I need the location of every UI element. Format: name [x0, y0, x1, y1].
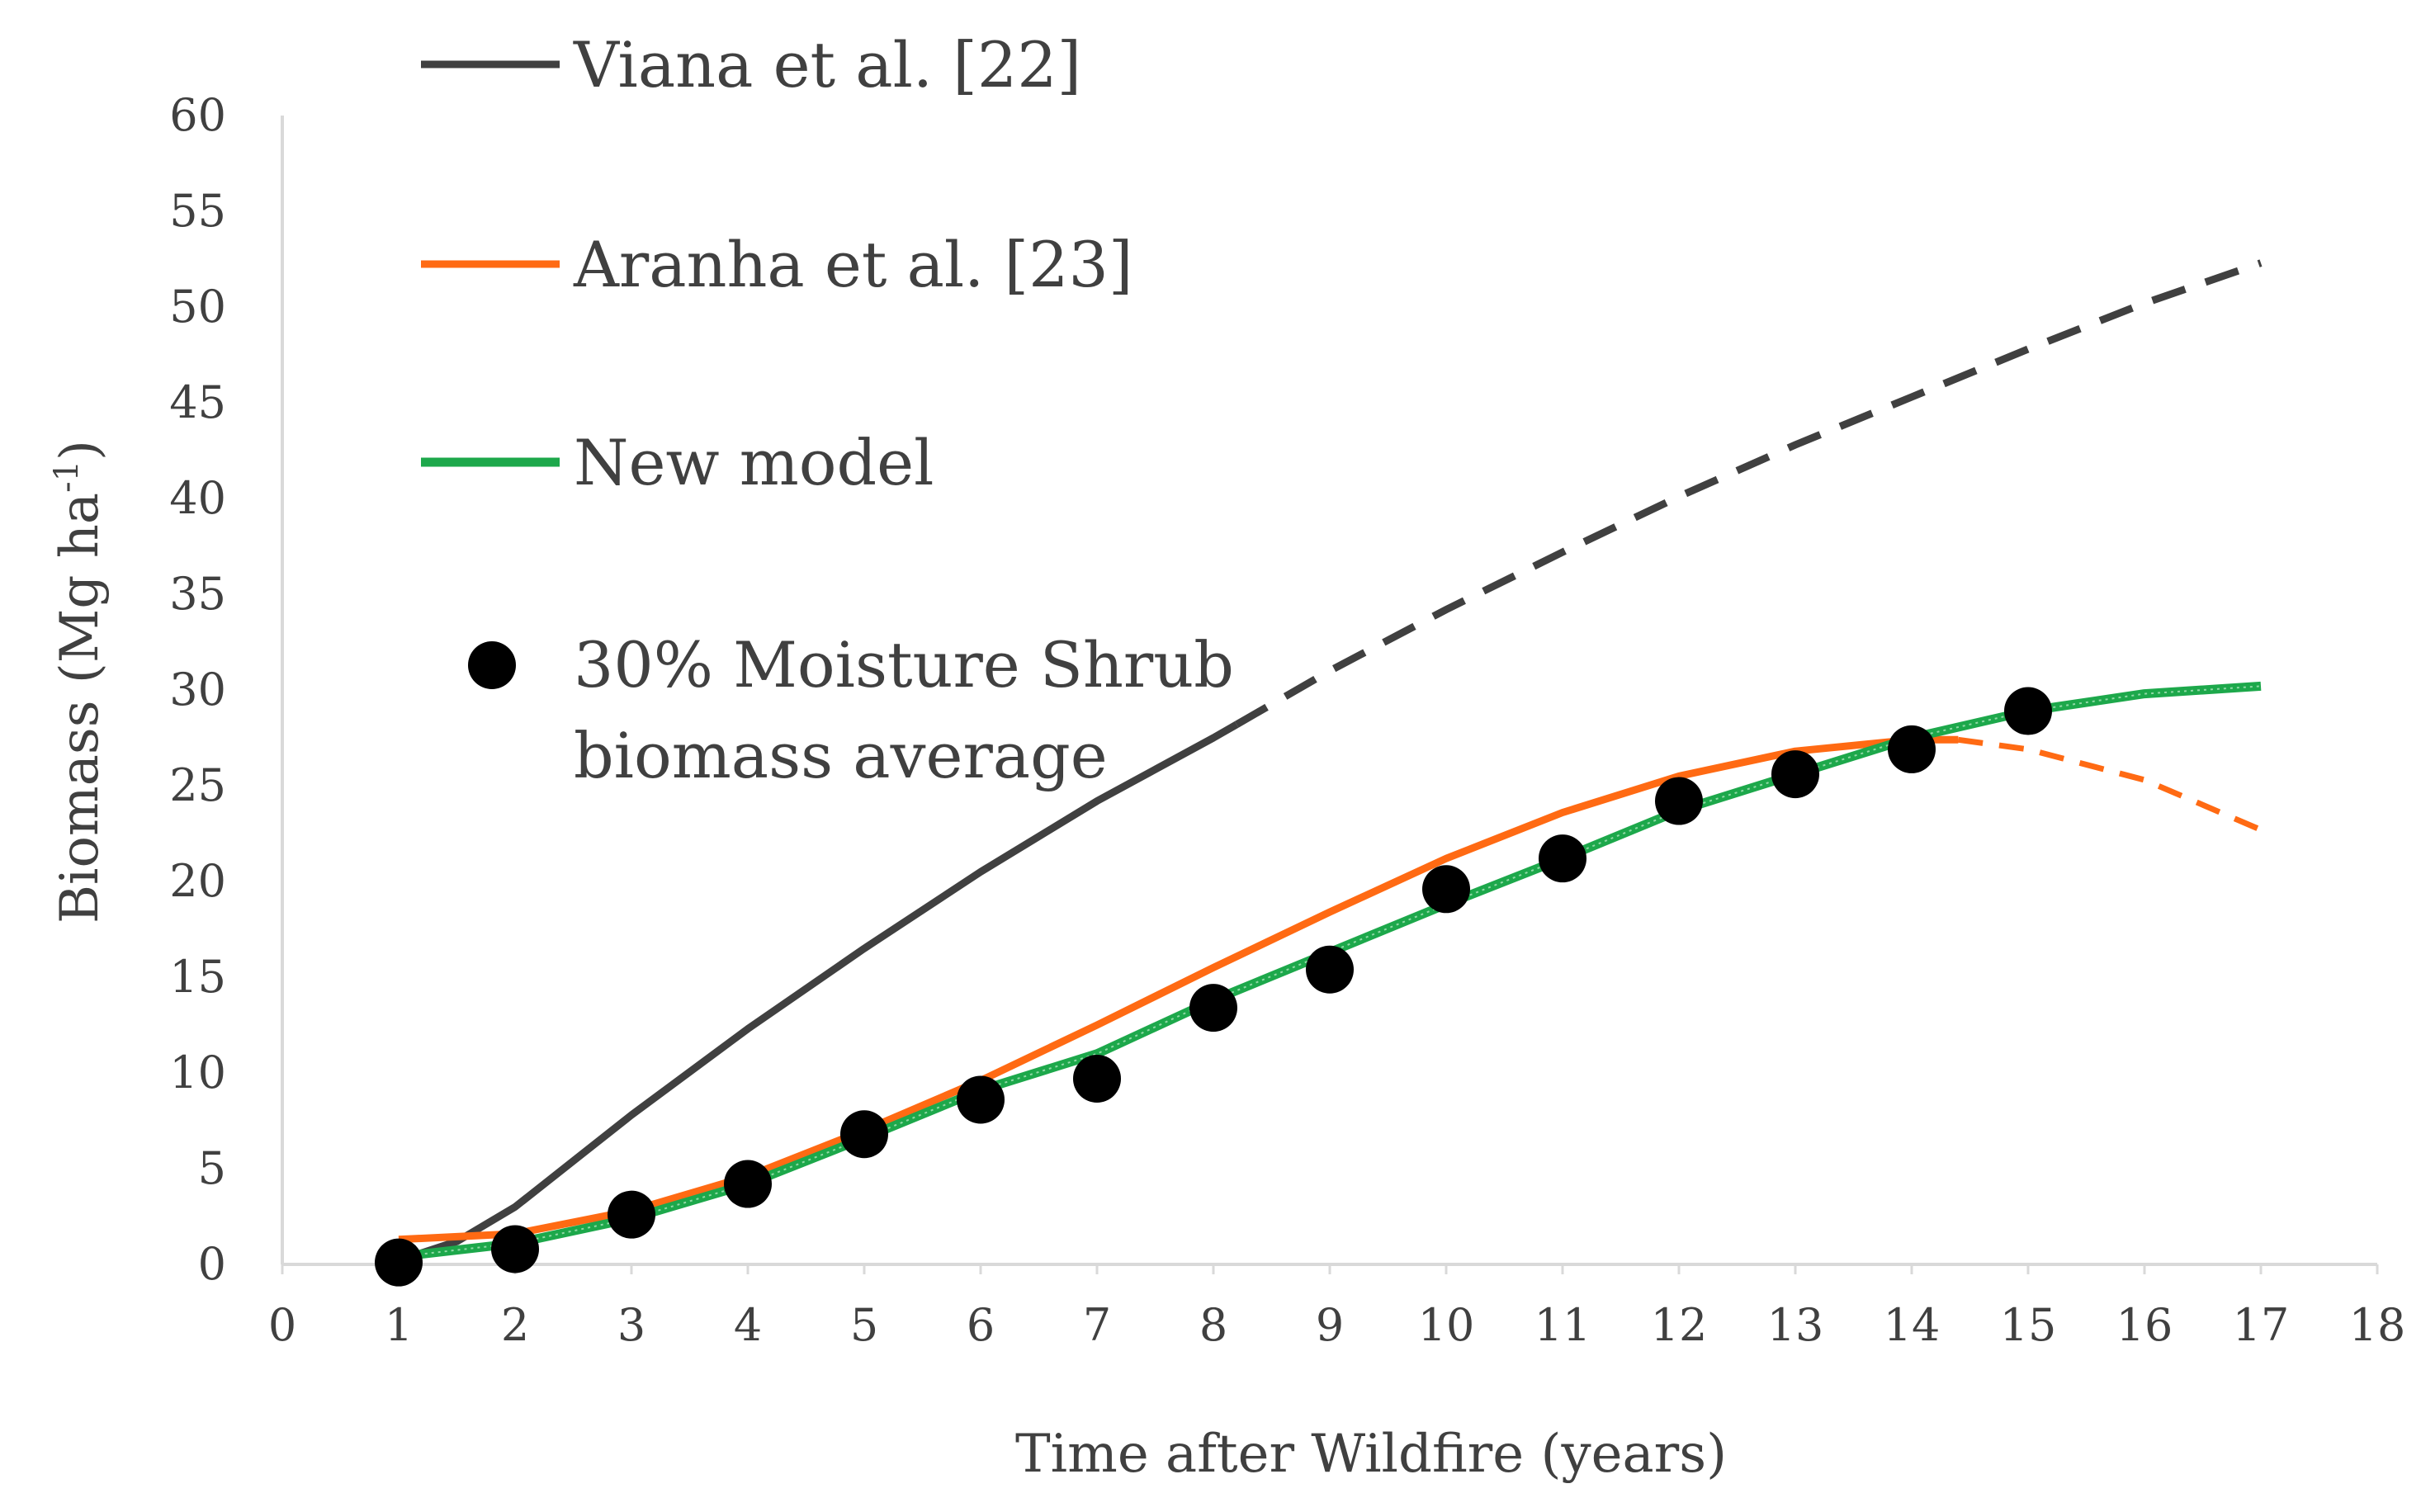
observation-point	[491, 1225, 539, 1273]
viana-solid-line	[397, 721, 1239, 1264]
x-tick-label: 17	[2233, 1299, 2290, 1351]
x-tick-label: 3	[617, 1299, 645, 1351]
y-axis-title: Biomass (Mg ha-1)	[48, 440, 111, 924]
y-tick-label: 15	[169, 951, 226, 1003]
observation-point	[608, 1190, 655, 1239]
x-tick-label: 16	[2116, 1299, 2173, 1351]
observation-point	[1189, 984, 1237, 1032]
x-tick-label: 2	[501, 1299, 529, 1351]
x-tick-label: 0	[268, 1299, 296, 1351]
x-tick-label: 14	[1884, 1299, 1941, 1351]
legend-label-3-line1: 30% Moisture Shrub	[574, 628, 1234, 702]
series-layer	[375, 259, 2263, 1287]
legend-label-1: Aranha et al. [23]	[573, 228, 1133, 301]
observation-point	[724, 1160, 772, 1208]
legend-label-2: New model	[574, 426, 934, 499]
x-tick-label: 5	[850, 1299, 878, 1351]
y-tick-label: 20	[169, 855, 226, 907]
x-tick-label: 4	[734, 1299, 762, 1351]
observation-point	[1306, 945, 1354, 994]
x-tick-label: 9	[1316, 1299, 1344, 1351]
y-axis-title-close: )	[50, 440, 111, 461]
x-tick-label: 11	[1534, 1299, 1591, 1351]
observation-point	[1422, 865, 1470, 914]
x-tick-label: 15	[2000, 1299, 2057, 1351]
observation-point	[840, 1110, 888, 1159]
y-tick-label: 60	[169, 89, 226, 141]
observation-point	[1539, 834, 1586, 883]
x-tick-label: 18	[2349, 1299, 2406, 1351]
observation-point	[1888, 725, 1936, 773]
legend-label-0: Viana et al. [22]	[573, 28, 1081, 102]
x-tick-label: 10	[1418, 1299, 1475, 1351]
x-axis-title: Time after Wildfire (years)	[1015, 1424, 1727, 1485]
observation-point	[375, 1238, 423, 1287]
y-tick-label: 55	[169, 185, 226, 237]
x-tick-label: 1	[385, 1299, 413, 1351]
observation-point	[1073, 1054, 1121, 1103]
x-tick-label: 12	[1651, 1299, 1708, 1351]
x-tick-label: 13	[1767, 1299, 1824, 1351]
y-axis-title-main: Biomass (Mg ha	[50, 493, 111, 924]
x-tick-label: 7	[1083, 1299, 1111, 1351]
aranha-dashed-line	[1957, 736, 2263, 833]
observation-point	[1771, 750, 1819, 799]
observation-point	[957, 1075, 1005, 1124]
legend-label-3-line2: biomass average	[574, 719, 1108, 792]
x-tick-label: 6	[967, 1299, 995, 1351]
y-tick-label: 50	[169, 281, 226, 333]
y-tick-label: 25	[169, 759, 226, 811]
legend-marker-observations	[468, 641, 516, 689]
y-tick-label: 5	[198, 1142, 226, 1194]
y-tick-label: 10	[169, 1047, 226, 1099]
x-tick-label: 8	[1199, 1299, 1227, 1351]
y-tick-label: 30	[169, 664, 226, 716]
y-axis-title-superscript: -1	[48, 461, 86, 493]
legend: Viana et al. [22] Aranha et al. [23] New m…	[421, 28, 1234, 792]
y-tick-label: 0	[198, 1238, 226, 1290]
observation-point	[2004, 687, 2052, 735]
observation-point	[1655, 777, 1703, 825]
viana-dashed-line	[1234, 259, 2263, 728]
y-tick-label: 35	[169, 568, 226, 620]
y-tick-label: 40	[169, 472, 226, 524]
aranha-solid-line	[398, 735, 1959, 1244]
y-tick-label: 45	[169, 376, 226, 428]
